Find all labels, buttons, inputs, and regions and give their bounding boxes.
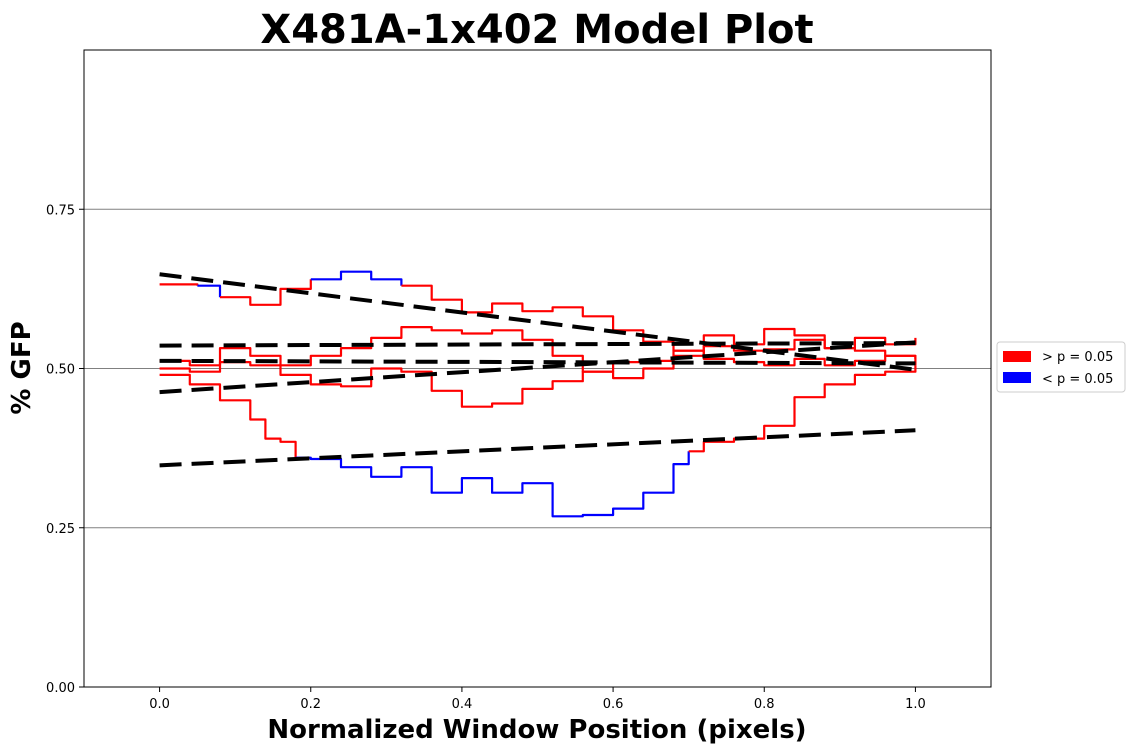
series-line <box>197 284 222 298</box>
x-tick-label: 0.0 <box>149 697 170 712</box>
x-tick-label: 0.8 <box>754 697 775 712</box>
y-tick-label: 0.75 <box>46 203 75 218</box>
fit-line <box>159 358 916 366</box>
series-line <box>159 349 917 408</box>
y-tick-label: 0.50 <box>46 363 75 378</box>
legend-label-not-significant: > p = 0.05 <box>1042 350 1113 365</box>
series-lines <box>159 270 917 518</box>
legend: > p = 0.05 < p = 0.05 <box>996 341 1126 393</box>
y-axis-label: % GFP <box>7 321 37 414</box>
y-tick-label: 0.00 <box>46 681 75 696</box>
axis-ticks: 0.0 0.2 0.4 0.6 0.8 1.0 0.00 0.25 0.50 0.75 <box>46 203 926 712</box>
series-line <box>159 326 917 380</box>
series-line <box>220 279 312 306</box>
x-tick-label: 0.2 <box>300 697 321 712</box>
fit-lines <box>159 272 916 468</box>
legend-swatch-significant <box>1003 372 1031 383</box>
x-axis-label: Normalized Window Position (pixels) <box>267 715 806 745</box>
x-tick-label: 0.6 <box>603 697 624 712</box>
legend-label-significant: < p = 0.05 <box>1042 372 1113 387</box>
y-tick-label: 0.25 <box>46 522 75 537</box>
x-tick-label: 1.0 <box>905 697 926 712</box>
series-line <box>159 373 297 458</box>
series-line <box>688 365 917 453</box>
gridlines <box>84 208 991 529</box>
x-tick-label: 0.4 <box>452 697 473 712</box>
fit-line <box>159 341 916 348</box>
series-line <box>295 451 690 518</box>
chart-title: X481A-1x402 Model Plot <box>260 7 813 53</box>
legend-swatch-not-significant <box>1003 351 1031 362</box>
series-line <box>310 270 403 286</box>
